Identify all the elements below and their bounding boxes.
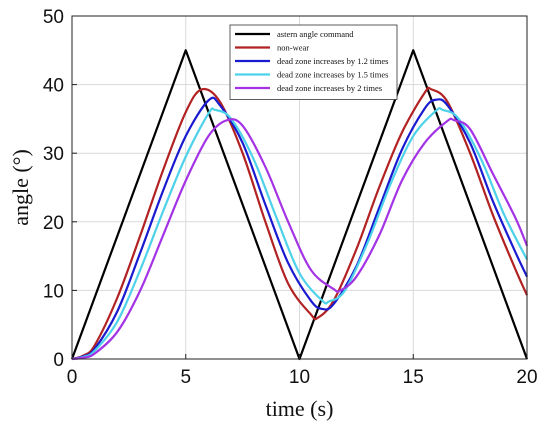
series-line-3	[71, 96, 528, 361]
legend-label: non-wear	[277, 43, 309, 53]
series-line-2	[71, 86, 529, 361]
x-axis-title: time (s)	[266, 396, 334, 421]
x-tick-label: 20	[516, 367, 537, 388]
axis-ticks: 0 5 10 15 20 0 10 20 30 40 50	[43, 7, 538, 388]
series-line-4	[71, 107, 528, 361]
x-tick-label: 0	[67, 367, 78, 388]
x-tick-label: 10	[289, 367, 310, 388]
legend-label: astern angle command	[277, 29, 354, 39]
y-tick-label: 20	[43, 213, 64, 234]
y-tick-label: 0	[53, 350, 64, 371]
y-tick-label: 30	[43, 144, 64, 165]
legend-label: dead zone increases by 1.5 times	[277, 70, 388, 80]
series-lines	[70, 49, 529, 361]
legend-label: dead zone increases by 2 times	[277, 83, 382, 93]
y-tick-label: 10	[43, 281, 64, 302]
y-tick-label: 40	[43, 76, 64, 97]
legend-items: astern angle command non-wear dead zone in…	[235, 29, 388, 93]
y-axis-title: angle (°)	[8, 149, 33, 226]
legend: astern angle command non-wear dead zone in…	[229, 24, 398, 100]
series-line-5	[71, 117, 529, 361]
x-tick-label: 5	[180, 367, 191, 388]
x-tick-label: 15	[403, 367, 424, 388]
y-tick-label: 50	[43, 7, 64, 28]
legend-label: dead zone increases by 1.2 times	[277, 56, 388, 66]
